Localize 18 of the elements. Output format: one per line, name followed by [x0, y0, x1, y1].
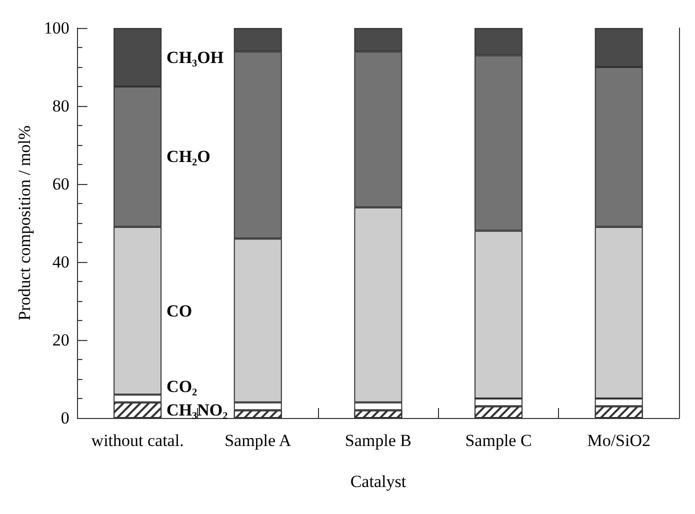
- x-tick-label: Sample A: [224, 431, 292, 450]
- x-tick-label: Sample B: [344, 431, 412, 450]
- series-label: CO: [166, 301, 192, 320]
- series-label: CH₂O: [166, 147, 210, 166]
- y-tick-label: 60: [52, 174, 70, 194]
- y-axis-title: Product composition / mol%: [15, 125, 34, 321]
- y-tick-label: 40: [52, 252, 70, 272]
- y-tick-label: 0: [60, 408, 70, 428]
- series-label: CH₃NO₂: [166, 400, 228, 420]
- series-label: CO₂: [166, 377, 198, 396]
- x-tick-label: without catal.: [91, 431, 184, 450]
- x-axis-title: Catalyst: [350, 472, 406, 491]
- x-tick-label: Mo/SiO2: [587, 431, 650, 450]
- y-tick-label: 100: [44, 18, 70, 38]
- x-tick-label: Sample C: [465, 431, 532, 450]
- series-label: CH₃OH: [166, 48, 224, 67]
- y-tick-label: 80: [52, 96, 70, 116]
- y-tick-label: 20: [52, 330, 70, 350]
